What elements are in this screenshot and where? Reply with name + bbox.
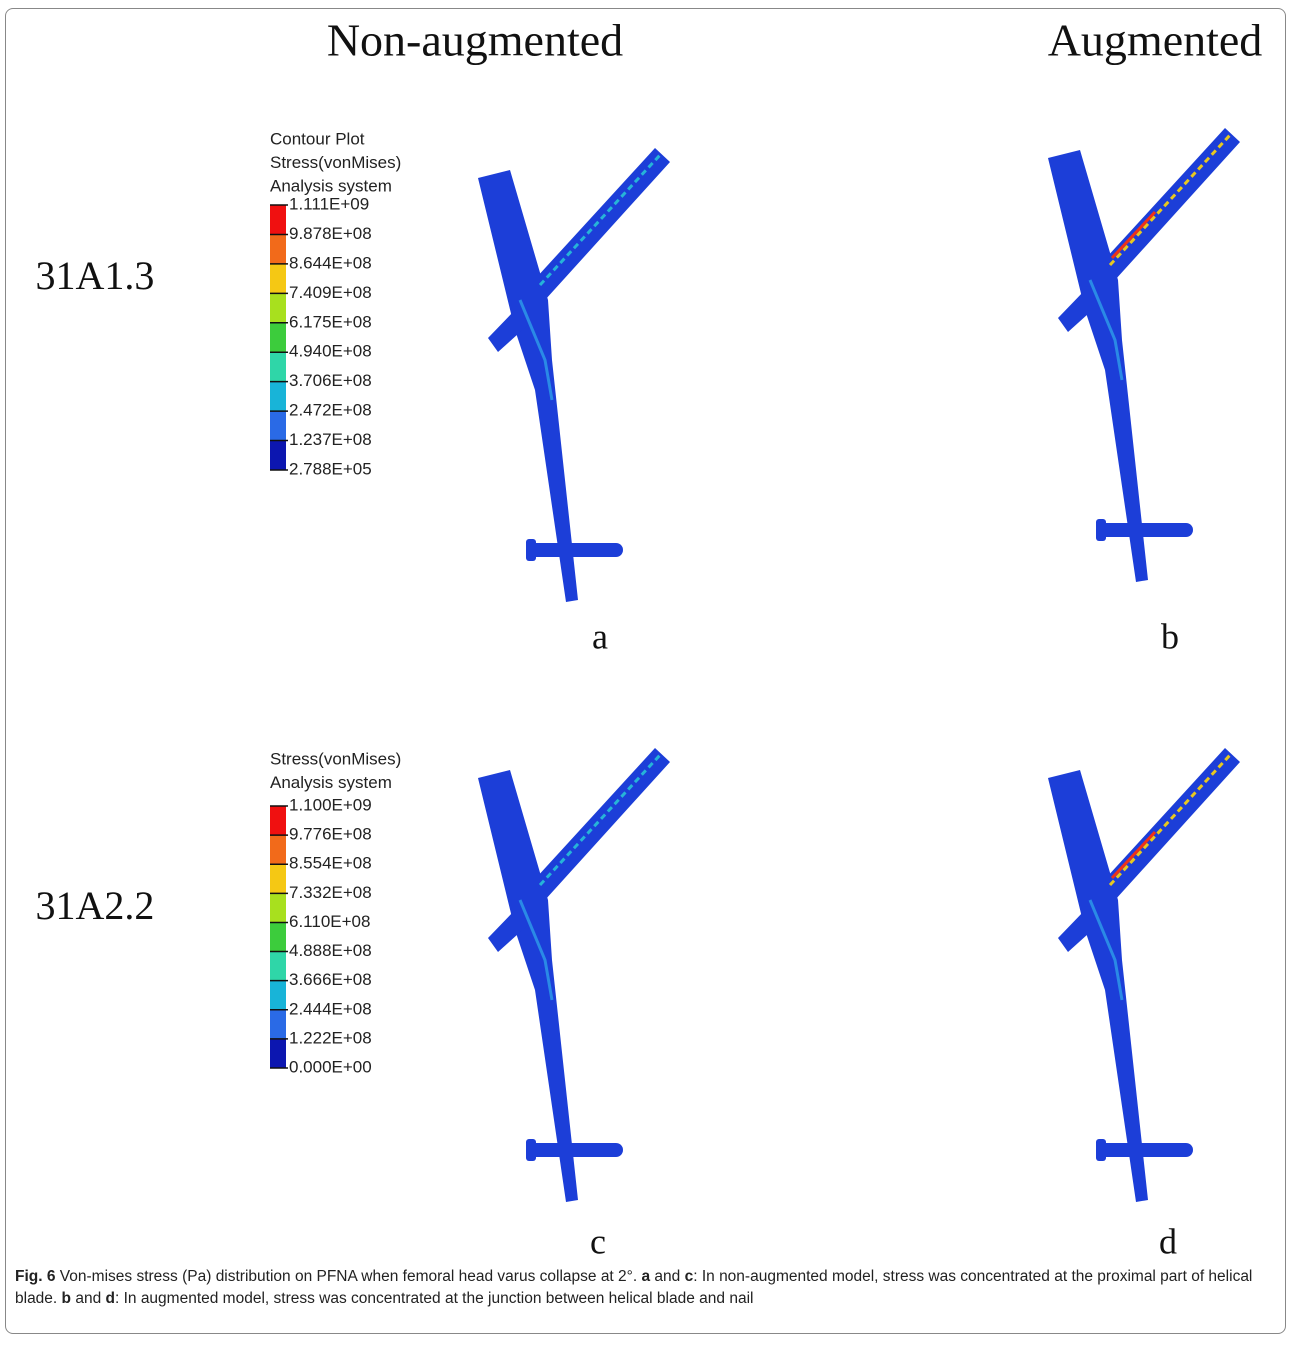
legend-swatch — [270, 835, 286, 864]
legend-title: Stress(vonMises) — [270, 153, 401, 172]
caption-text: b — [62, 1290, 71, 1307]
legend-label: 6.110E+08 — [289, 912, 370, 931]
nail-shaft — [1048, 150, 1148, 582]
column-header: Augmented — [1048, 15, 1263, 66]
legend-label: 2.444E+08 — [289, 999, 372, 1018]
figure: Non-augmented Augmented 31A1.3 31A2.2 Contou… — [0, 0, 1295, 1260]
legend-swatch — [270, 952, 286, 981]
legend-swatch — [270, 323, 286, 352]
legend-label: 8.554E+08 — [289, 854, 372, 873]
legend-swatch — [270, 205, 286, 234]
legend-label: 1.111E+09 — [289, 194, 369, 213]
caption-text: c — [685, 1268, 694, 1285]
caption-text: and — [71, 1290, 105, 1307]
caption-text: d — [106, 1290, 115, 1307]
legend-swatch — [270, 293, 286, 322]
legend-label: 3.666E+08 — [289, 970, 372, 989]
legend-title: Stress(vonMises) — [270, 749, 401, 768]
legend-label: 4.888E+08 — [289, 941, 372, 960]
legend-label: 6.175E+08 — [289, 312, 372, 331]
legend-label: 9.776E+08 — [289, 825, 372, 844]
caption-text: a — [641, 1268, 650, 1285]
legend-swatch — [270, 441, 286, 470]
screw-head — [526, 1139, 536, 1161]
legend-label: 9.878E+08 — [289, 224, 372, 243]
row-label: 31A2.2 — [36, 883, 155, 928]
legend-swatch — [270, 264, 286, 293]
nail-model — [478, 748, 670, 1202]
distal-screw — [1098, 523, 1193, 537]
legend-swatch — [270, 864, 286, 893]
legend-swatch — [270, 382, 286, 411]
legend-swatch — [270, 893, 286, 922]
legend-swatch — [270, 234, 286, 263]
caption-label: Fig. 6 — [15, 1268, 55, 1285]
nail-shaft — [478, 770, 578, 1202]
distal-screw — [528, 1143, 623, 1157]
panel-letter: d — [1159, 1221, 1177, 1260]
caption-text: and — [650, 1268, 684, 1285]
legend-swatch — [270, 922, 286, 951]
nail-shaft — [1048, 770, 1148, 1202]
column-header: Non-augmented — [327, 15, 623, 66]
nail-model — [1048, 128, 1240, 582]
legend-title: Contour Plot — [270, 129, 365, 148]
legend-label: 3.706E+08 — [289, 371, 372, 390]
legend-title: Analysis system — [270, 176, 392, 195]
legend-swatch — [270, 1010, 286, 1039]
distal-screw — [528, 543, 623, 557]
legend-label: 7.332E+08 — [289, 883, 372, 902]
screw-head — [1096, 1139, 1106, 1161]
caption-text: : In augmented model, stress was concent… — [115, 1290, 753, 1307]
panel-letter: c — [590, 1221, 606, 1260]
legend-label: 4.940E+08 — [289, 342, 372, 361]
nail-model — [478, 148, 670, 602]
legend-label: 0.000E+00 — [289, 1057, 372, 1076]
legend-label: 7.409E+08 — [289, 283, 372, 302]
nail-model — [1048, 748, 1240, 1202]
distal-screw — [1098, 1143, 1193, 1157]
legend-swatch — [270, 806, 286, 835]
legend-title: Analysis system — [270, 773, 392, 792]
nail-shaft — [478, 170, 578, 602]
legend-label: 8.644E+08 — [289, 253, 372, 272]
legend-swatch — [270, 411, 286, 440]
panel-letter: a — [592, 616, 608, 656]
legend-label: 2.472E+08 — [289, 401, 372, 420]
legend-label: 1.222E+08 — [289, 1028, 372, 1047]
caption: Fig. 6 Von-mises stress (Pa) distributio… — [15, 1266, 1277, 1310]
panel-letter: b — [1161, 616, 1179, 656]
screw-head — [526, 539, 536, 561]
legend-swatch — [270, 1039, 286, 1068]
legend-label: 1.237E+08 — [289, 430, 372, 449]
legend-swatch — [270, 981, 286, 1010]
legend-label: 1.100E+09 — [289, 795, 372, 814]
legend-label: 2.788E+05 — [289, 459, 372, 478]
row-label: 31A1.3 — [36, 253, 155, 298]
legend-swatch — [270, 352, 286, 381]
caption-text: Von-mises stress (Pa) distribution on PF… — [55, 1268, 641, 1285]
screw-head — [1096, 519, 1106, 541]
